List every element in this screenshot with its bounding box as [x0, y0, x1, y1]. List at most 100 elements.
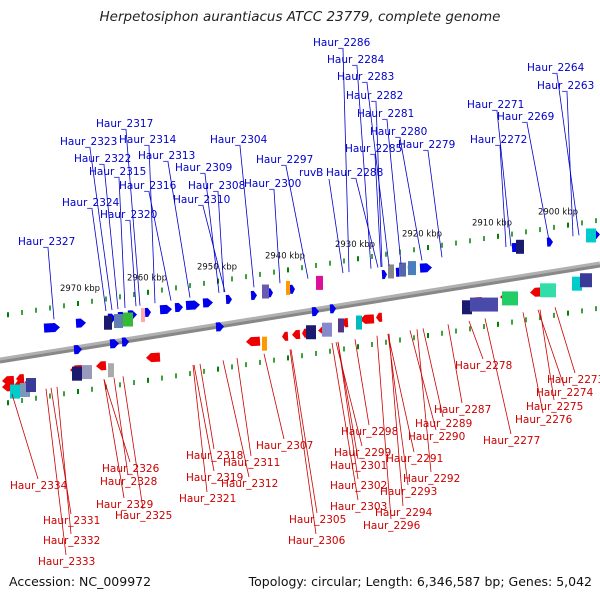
gene-feature-block	[306, 325, 316, 340]
top-gene-label: Haur_2271	[467, 99, 524, 111]
top-leader-line	[328, 178, 344, 274]
bottom-leader-line	[192, 365, 208, 493]
top-gene-label: Haur_2308	[188, 180, 245, 192]
bottom-gene-label: Haur_2303	[330, 501, 387, 513]
top-leader-line	[148, 191, 172, 301]
reverse-gene-arrow	[530, 287, 543, 297]
top-leader-line	[273, 189, 281, 284]
bottom-leader-line	[468, 320, 484, 360]
reverse-gene-arrow	[246, 336, 261, 347]
bottom-gene-label: Haur_2290	[408, 431, 465, 443]
bottom-leader-line	[539, 309, 555, 401]
bottom-leader-line	[56, 386, 72, 535]
bottom-gene-label: Haur_2307	[256, 440, 313, 452]
top-leader-line	[129, 220, 137, 307]
gene-feature-block	[322, 322, 332, 337]
top-gene-label: Haur_2288	[326, 167, 383, 179]
forward-gene-arrow	[250, 290, 257, 301]
forward-gene-arrow	[381, 269, 387, 280]
bottom-leader-line	[447, 324, 463, 404]
top-gene-label: ruvB	[299, 167, 323, 179]
gene-feature-block	[123, 312, 133, 327]
bottom-gene-label: Haur_2318	[186, 450, 243, 462]
bottom-leader-line	[50, 387, 72, 515]
bottom-gene-label: Haur_2328	[100, 476, 157, 488]
scale-label: 2940 kbp	[265, 251, 305, 261]
gene-feature-block	[356, 315, 362, 330]
bottom-gene-label: Haur_2292	[403, 473, 460, 485]
top-leader-line	[202, 205, 226, 293]
top-leader-line	[556, 73, 580, 236]
gene-feature-block	[586, 228, 596, 243]
gene-feature-block	[462, 300, 472, 315]
bottom-gene-label: Haur_2329	[96, 499, 153, 511]
scale-label: 2900 kbp	[538, 208, 578, 218]
top-gene-label: Haur_2285	[345, 143, 402, 155]
gene-feature-block	[108, 363, 114, 378]
bottom-leader-line	[290, 349, 318, 514]
bottom-gene-label: Haur_2305	[289, 514, 346, 526]
forward-gene-arrow	[185, 300, 200, 311]
reverse-gene-arrow	[282, 331, 289, 341]
bottom-leader-line	[416, 329, 432, 473]
top-leader-line	[375, 101, 383, 267]
bottom-gene-label: Haur_2321	[179, 493, 236, 505]
bottom-gene-label: Haur_2294	[375, 507, 433, 519]
forward-gene-arrow	[121, 337, 129, 347]
forward-gene-arrow	[329, 304, 336, 314]
bottom-leader-line	[222, 360, 250, 478]
top-leader-line	[386, 119, 402, 264]
forward-gene-arrow	[109, 339, 119, 349]
top-leader-line	[91, 208, 107, 312]
scale-label: 2920 kbp	[402, 229, 442, 239]
gene-feature-block	[338, 318, 344, 333]
gene-feature-block	[399, 262, 406, 277]
top-gene-label: Haur_2281	[357, 108, 414, 120]
bottom-gene-label: Haur_2333	[38, 556, 95, 568]
gene-feature-block	[72, 366, 82, 381]
top-gene-label: Haur_2272	[470, 134, 527, 146]
top-gene-label: Haur_2316	[119, 180, 177, 192]
top-gene-label: Haur_2282	[346, 90, 403, 102]
forward-gene-arrow	[289, 284, 295, 294]
top-gene-label: Haur_2314	[119, 134, 177, 146]
bottom-leader-line	[422, 328, 444, 418]
forward-gene-arrow	[174, 302, 183, 313]
bottom-gene-label: Haur_2312	[221, 478, 278, 490]
forward-gene-arrow	[43, 323, 60, 333]
forward-gene-arrow	[311, 307, 319, 317]
reverse-gene-arrow	[96, 361, 107, 371]
bottom-gene-label: Haur_2319	[186, 472, 243, 484]
bottom-gene-label: Haur_2274	[536, 387, 594, 399]
forward-gene-arrow	[225, 294, 232, 305]
top-leader-line	[47, 247, 55, 320]
gene-feature-block	[516, 239, 524, 254]
top-leader-line	[118, 177, 126, 309]
gene-feature-block	[26, 378, 36, 393]
bottom-gene-label: Haur_2301	[330, 460, 387, 472]
bottom-leader-line	[113, 377, 129, 476]
top-gene-label: Haur_2322	[74, 153, 131, 165]
bottom-leader-line	[11, 393, 39, 480]
forward-gene-arrow	[75, 318, 86, 328]
reverse-gene-arrow	[292, 329, 301, 340]
topology-label: Topology: circular; Length: 6,346,587 bp…	[248, 574, 592, 589]
top-gene-label: Haur_2263	[537, 80, 594, 92]
axis-line-shadow	[0, 261, 600, 363]
bottom-leader-line	[289, 349, 317, 535]
top-leader-line	[526, 122, 550, 241]
top-leader-line	[285, 165, 309, 279]
bottom-leader-line	[387, 333, 415, 453]
bottom-gene-label: Haur_2332	[43, 535, 100, 547]
top-leader-line	[204, 173, 220, 294]
reverse-gene-arrow	[302, 328, 308, 338]
bottom-leader-line	[354, 339, 370, 426]
top-gene-label: Haur_2297	[256, 154, 313, 166]
top-leader-line	[566, 91, 574, 237]
gene-feature-block	[82, 365, 92, 380]
bottom-leader-line	[376, 335, 392, 520]
forward-gene-arrow	[215, 322, 224, 332]
gene-feature-block	[104, 315, 112, 330]
top-gene-label: Haur_2317	[96, 118, 153, 130]
